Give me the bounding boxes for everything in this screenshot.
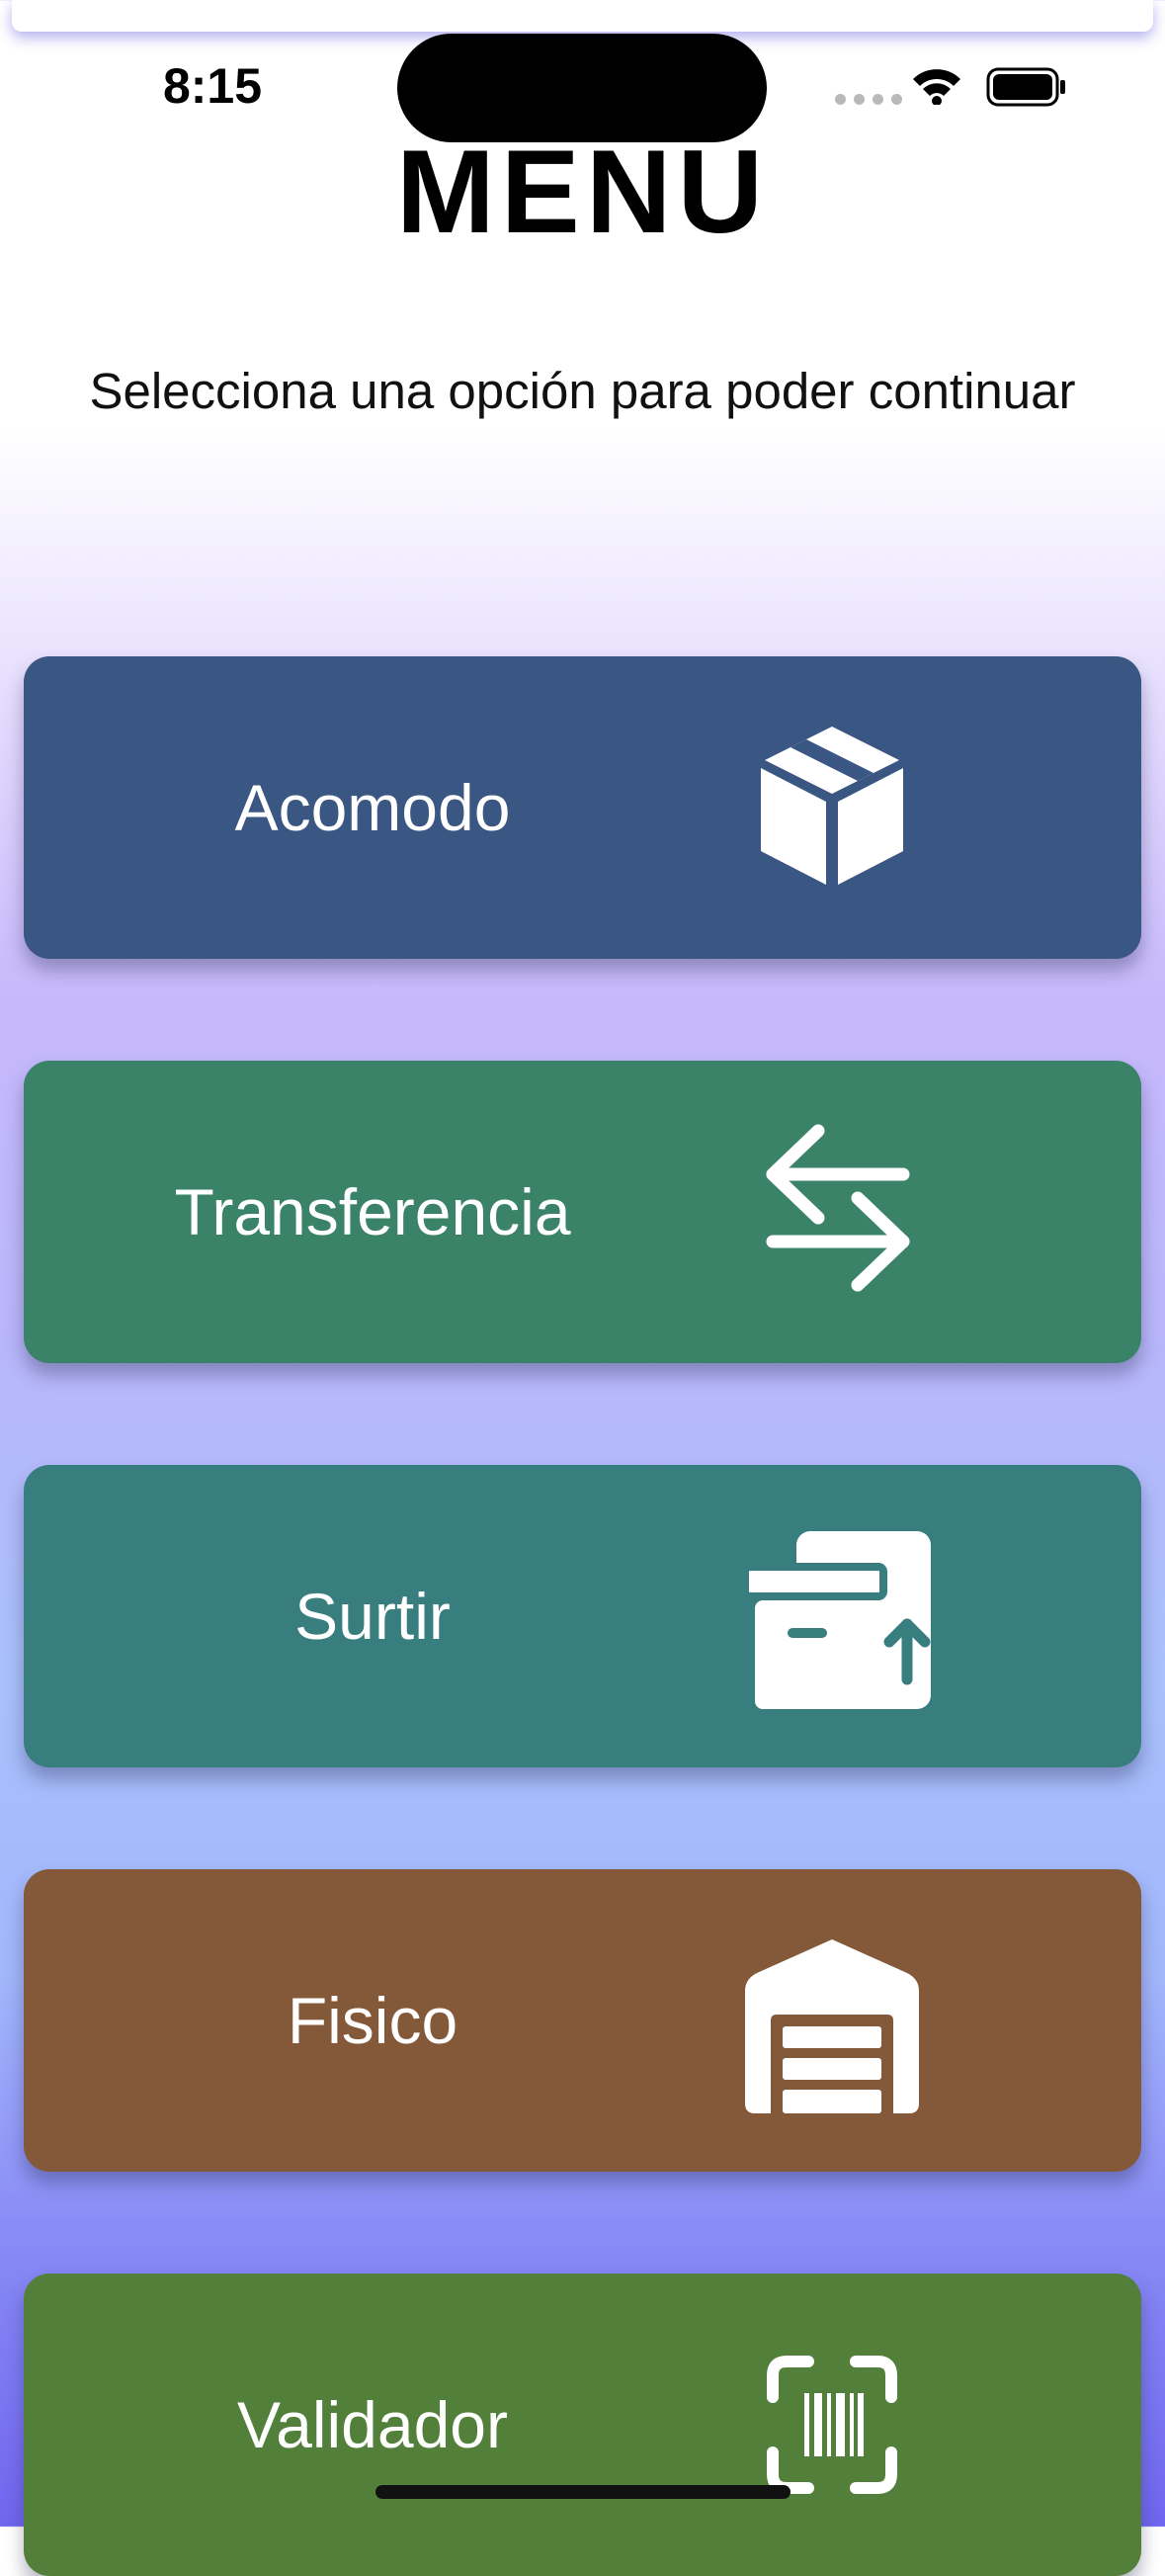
dynamic-island <box>397 34 767 142</box>
boxes-upload-icon <box>733 1517 931 1715</box>
menu-label-transferencia: Transferencia <box>174 1175 571 1248</box>
menu-label-fisico: Fisico <box>287 1984 458 2057</box>
menu-button-surtir[interactable]: Surtir <box>24 1465 1141 1767</box>
menu-label-validador: Validador <box>237 2388 508 2461</box>
page-subtitle: Selecciona una opción para poder continu… <box>89 363 1076 419</box>
transfer-arrows-icon <box>733 1113 931 1311</box>
status-bar: 8:15 <box>0 0 1165 142</box>
top-sheet-edge <box>12 0 1153 32</box>
home-indicator[interactable] <box>375 2485 791 2499</box>
warehouse-icon <box>733 1922 931 2119</box>
menu-label-surtir: Surtir <box>294 1580 451 1653</box>
wifi-icon <box>909 63 964 110</box>
battery-icon <box>986 67 1067 112</box>
package-box-icon <box>733 709 931 906</box>
menu-button-fisico[interactable]: Fisico <box>24 1869 1141 2172</box>
menu-label-acomodo: Acomodo <box>234 771 511 844</box>
cellular-signal-icon <box>835 94 902 105</box>
page-title: MENU <box>395 126 770 258</box>
menu-button-transferencia[interactable]: Transferencia <box>24 1061 1141 1363</box>
menu-button-validador[interactable]: Validador <box>24 2274 1141 2576</box>
status-clock: 8:15 <box>162 58 263 114</box>
menu-button-acomodo[interactable]: Acomodo <box>24 656 1141 959</box>
